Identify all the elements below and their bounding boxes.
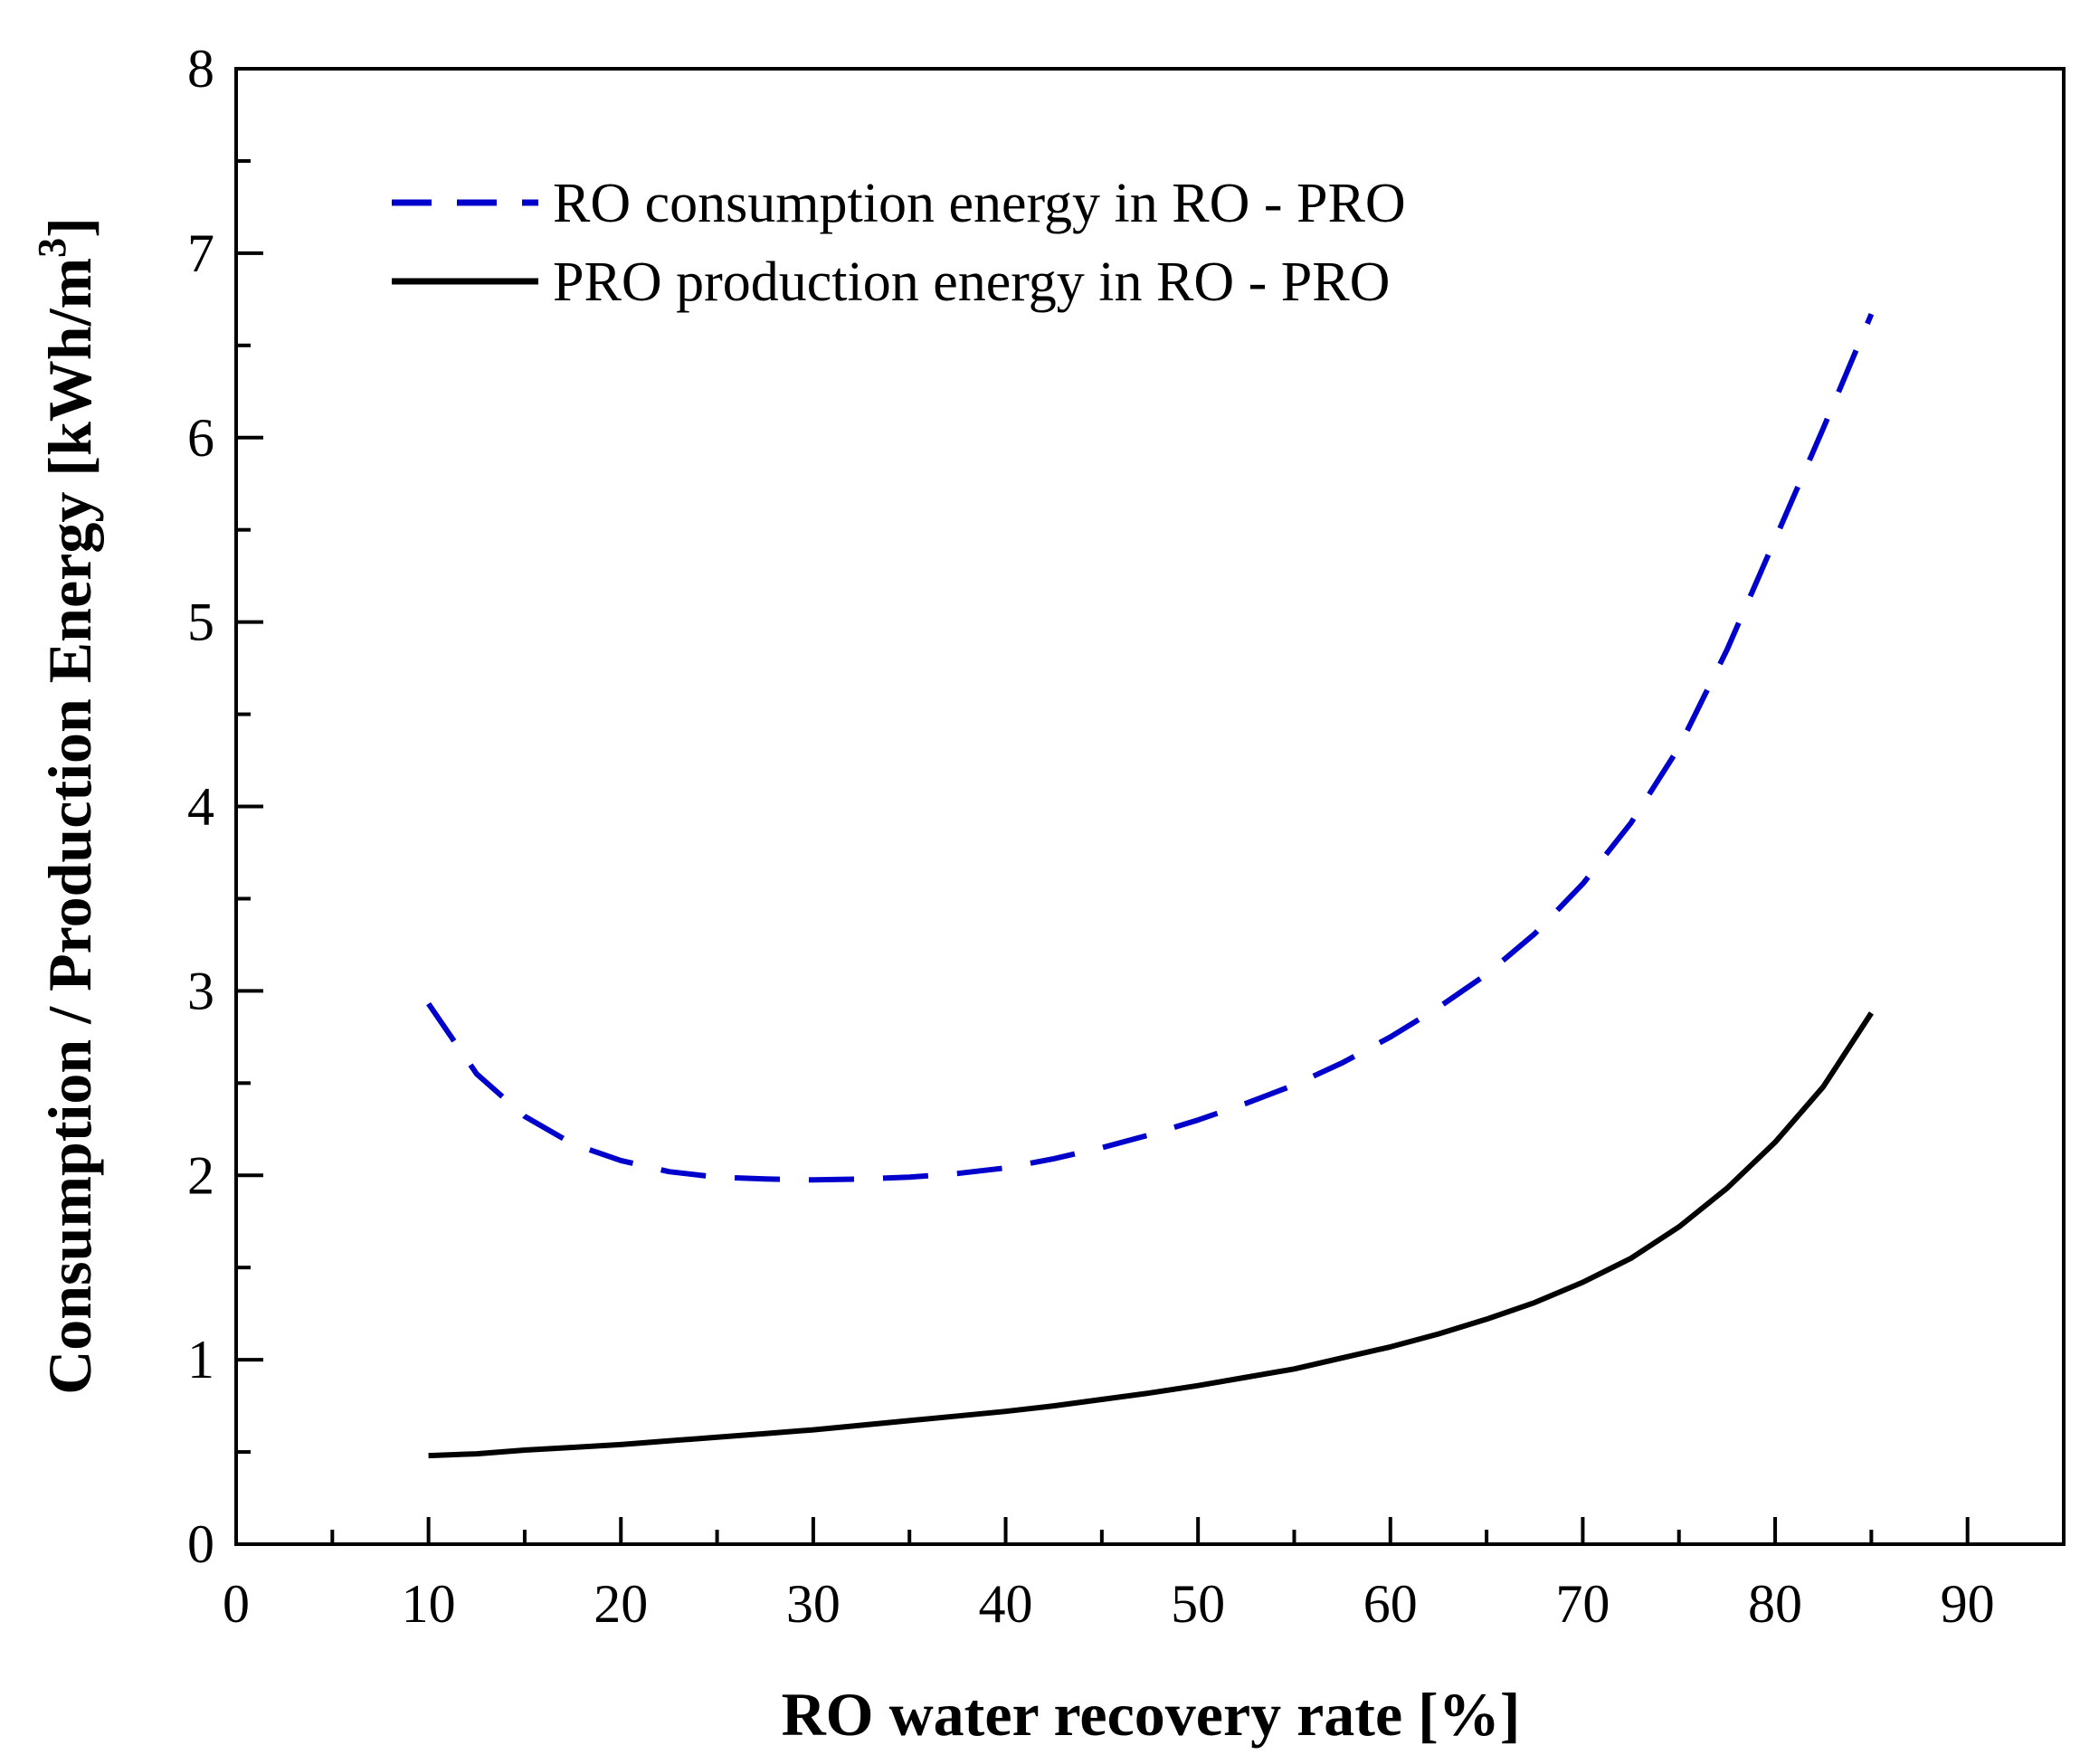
legend-label-pro-production: PRO production energy in RO - PRO — [553, 251, 1390, 313]
series-line-pro-production — [428, 1011, 1874, 1459]
y-tick-label-0: 0 — [187, 1514, 214, 1574]
x-tick-label-60: 60 — [1363, 1574, 1418, 1634]
y-axis-title: Consumption / Production Energy [kWh/m3] — [30, 217, 104, 1395]
y-axis-title-main: Consumption / Production Energy [kWh/m — [35, 258, 104, 1395]
x-tick-label-40: 40 — [979, 1574, 1033, 1634]
x-tick-label-0: 0 — [223, 1574, 250, 1634]
y-tick-label-8: 8 — [187, 39, 214, 99]
y-axis-ticks: 0 1 2 3 4 5 6 7 8 — [187, 39, 263, 1574]
legend: RO consumption energy in RO - PRO PRO pr… — [392, 173, 1406, 313]
legend-label-ro-consumption: RO consumption energy in RO - PRO — [553, 173, 1406, 234]
y-tick-label-3: 3 — [187, 961, 214, 1020]
y-axis-title-superscript: 3 — [30, 238, 74, 258]
series-group — [426, 313, 1875, 1459]
x-tick-label-90: 90 — [1941, 1574, 1995, 1634]
y-axis-title-close: ] — [35, 217, 104, 238]
x-tick-label-10: 10 — [402, 1574, 456, 1634]
y-tick-label-1: 1 — [187, 1330, 214, 1389]
x-tick-label-50: 50 — [1171, 1574, 1225, 1634]
x-tick-label-80: 80 — [1748, 1574, 1802, 1634]
y-tick-label-4: 4 — [187, 777, 214, 837]
series-line-ro-consumption — [426, 313, 1875, 1183]
y-tick-label-6: 6 — [187, 408, 214, 468]
x-axis-title: RO water recovery rate [%] — [782, 1680, 1521, 1749]
x-axis-ticks: 0 10 20 30 40 50 60 70 80 90 — [223, 1517, 1995, 1634]
y-tick-label-5: 5 — [187, 593, 214, 652]
x-tick-label-70: 70 — [1555, 1574, 1610, 1634]
x-tick-label-30: 30 — [786, 1574, 841, 1634]
y-tick-label-2: 2 — [187, 1145, 214, 1205]
x-tick-label-20: 20 — [594, 1574, 648, 1634]
y-tick-label-7: 7 — [187, 223, 214, 283]
